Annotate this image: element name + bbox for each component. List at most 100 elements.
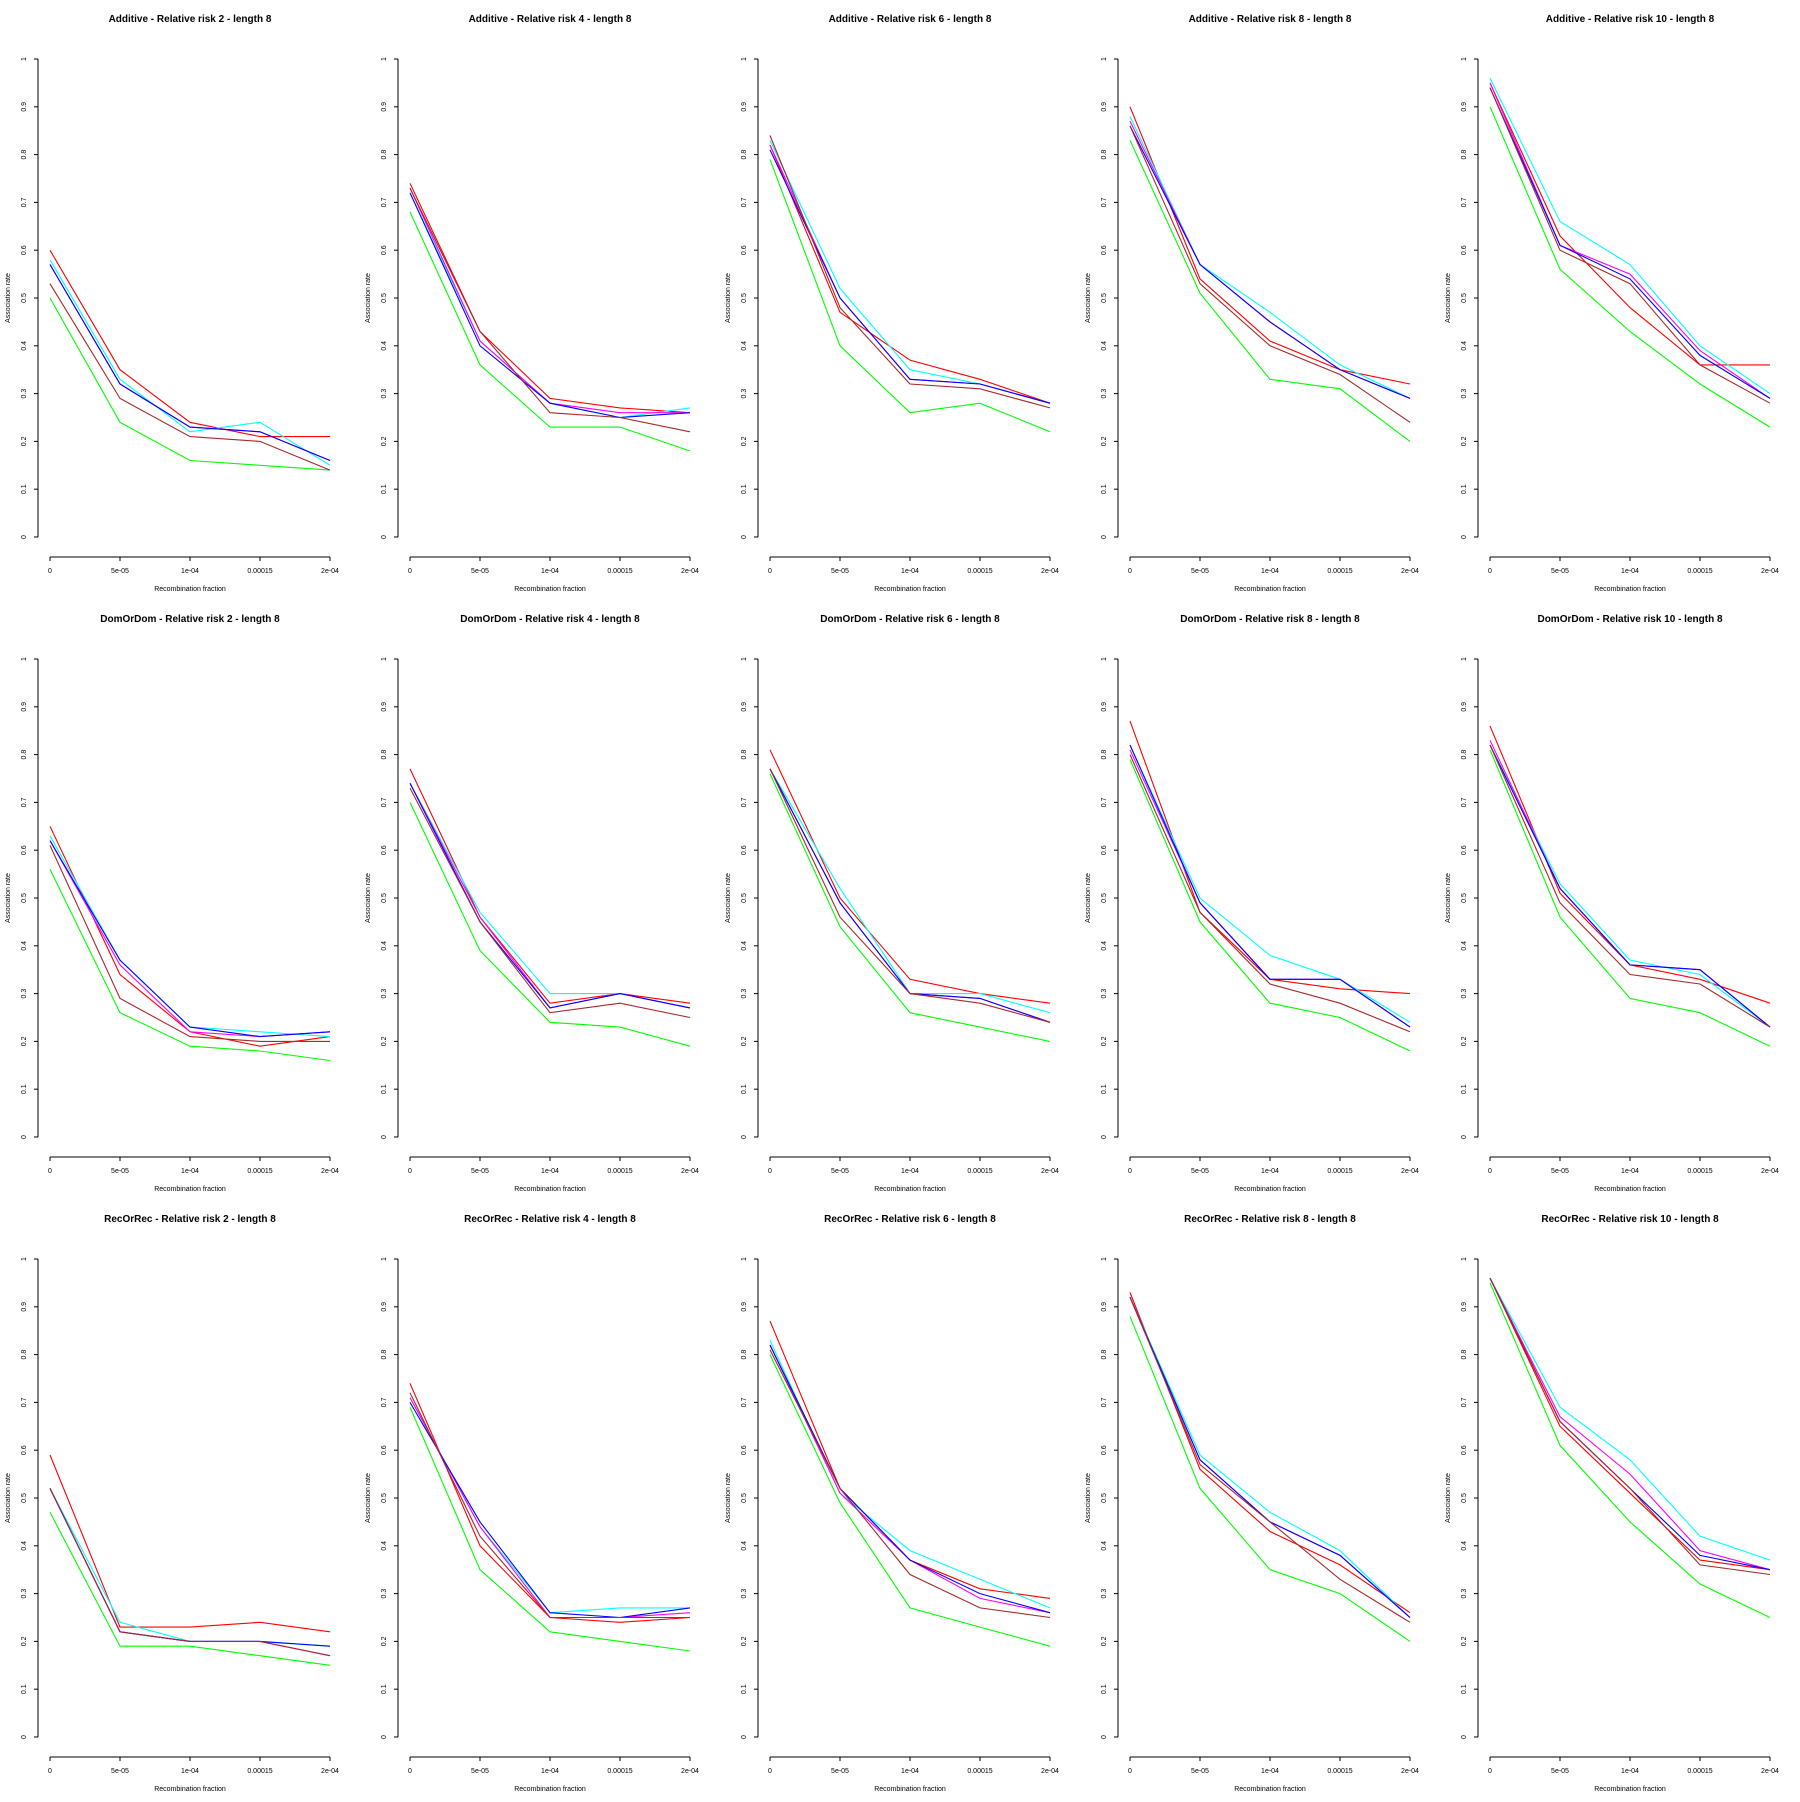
y-tick-label: 0.8 [21,1350,28,1360]
x-tick-label: 5e-05 [471,1168,489,1175]
y-tick-label: 0.2 [1101,1636,1108,1646]
series-line-6 [409,787,691,1019]
y-tick-label: 0.5 [381,1493,388,1503]
y-tick-label: 0.5 [21,293,28,303]
panel-title: DomOrDom - Relative risk 4 - length 8 [460,614,640,625]
chart-panel-14: RecOrRec - Relative risk 8 - length 8 0 0.… [1080,1202,1440,1802]
y-tick-label: 0.1 [21,1684,28,1694]
series-line-1 [409,1383,691,1623]
chart-svg: Additive - Relative risk 2 - length 8 0 0.… [5,14,339,593]
series-line-1 [1129,1292,1411,1614]
y-tick-label: 0.4 [741,341,748,351]
x-tick-label: 2e-04 [1041,568,1059,575]
y-tick-label: 0.6 [741,245,748,255]
y-tick-label: 1 [1101,657,1108,661]
y-tick-label: 0.8 [381,150,388,160]
y-tick-label: 0.4 [1101,941,1108,951]
x-tick-label: 0.00015 [247,1768,272,1775]
y-tick-label: 0 [381,1735,388,1739]
series-line-2 [1129,116,1411,399]
panel-title: DomOrDom - Relative risk 6 - length 8 [820,614,1000,625]
x-tick-label: 5e-05 [831,568,849,575]
x-tick-label: 0.00015 [247,1168,272,1175]
y-tick-label: 0.5 [1461,893,1468,903]
y-tick-label: 0.6 [21,245,28,255]
x-tick-label: 0 [1128,1168,1132,1175]
y-tick-label: 0 [741,1735,748,1739]
y-tick-label: 0.9 [1461,102,1468,112]
y-tick-label: 0.3 [21,389,28,399]
y-axis-label: Association rate [365,873,372,923]
series-line-4 [1489,1277,1771,1571]
y-tick-label: 0.7 [381,1397,388,1407]
y-tick-label: 0.3 [741,1589,748,1599]
x-tick-label: 0.00015 [1687,1768,1712,1775]
series-line-4 [409,192,691,419]
chart-svg: DomOrDom - Relative risk 2 - length 8 0 0.… [5,614,339,1193]
x-tick-label: 2e-04 [1401,568,1419,575]
series-line-2 [769,768,1051,1014]
y-tick-label: 0.3 [381,389,388,399]
series-line-5 [409,802,691,1047]
series-line-5 [1129,140,1411,442]
chart-panel-2: Additive - Relative risk 4 - length 8 0 0.… [360,2,720,602]
x-axis-label: Recombination fraction [514,1186,586,1193]
y-tick-label: 1 [1461,1257,1468,1261]
y-tick-label: 0.7 [381,797,388,807]
y-tick-label: 0.1 [381,1084,388,1094]
y-tick-label: 0.5 [21,1493,28,1503]
series-line-5 [49,869,331,1062]
panel-title: RecOrRec - Relative risk 4 - length 8 [464,1214,636,1225]
series-line-1 [769,749,1051,1004]
y-tick-label: 0.4 [21,941,28,951]
y-tick-label: 1 [21,1257,28,1261]
y-tick-label: 0.4 [741,941,748,951]
y-tick-label: 0.6 [1461,1445,1468,1455]
x-tick-label: 0 [408,1168,412,1175]
panel-title: RecOrRec - Relative risk 2 - length 8 [104,1214,276,1225]
series-line-5 [49,1512,331,1666]
y-tick-label: 0.2 [381,1636,388,1646]
x-tick-label: 5e-05 [1191,1168,1209,1175]
x-tick-label: 0 [408,1768,412,1775]
x-axis-label: Recombination fraction [154,1786,226,1793]
series-line-3 [1129,749,1411,1028]
series-line-1 [409,768,691,1004]
y-tick-label: 0.9 [21,1302,28,1312]
chart-svg: RecOrRec - Relative risk 6 - length 8 0 0.… [725,1214,1059,1793]
y-tick-label: 0.9 [21,102,28,112]
x-axis-label: Recombination fraction [1234,1186,1306,1193]
x-tick-label: 0 [1488,568,1492,575]
series-line-3 [769,144,1051,404]
y-tick-label: 0 [381,1135,388,1139]
y-tick-label: 0.2 [381,436,388,446]
series-line-3 [49,264,331,462]
series-line-4 [409,1402,691,1619]
series-line-1 [49,1454,331,1633]
y-tick-label: 0.7 [21,797,28,807]
y-tick-label: 0.9 [381,702,388,712]
y-tick-label: 0.2 [741,436,748,446]
y-tick-label: 1 [741,1257,748,1261]
series-line-1 [769,144,1051,404]
chart-svg: DomOrDom - Relative risk 10 - length 8 0 0… [1445,614,1779,1193]
chart-svg: Additive - Relative risk 4 - length 8 0 0.… [365,14,699,593]
y-tick-label: 0 [21,535,28,539]
chart-panel-4: Additive - Relative risk 8 - length 8 0 0.… [1080,2,1440,602]
y-tick-label: 0.9 [381,102,388,112]
x-axis-label: Recombination fraction [1594,1186,1666,1193]
chart-svg: RecOrRec - Relative risk 10 - length 8 0 0… [1445,1214,1779,1793]
series-line-4 [49,840,331,1038]
y-tick-label: 0.2 [21,1036,28,1046]
series-line-3 [769,768,1051,1023]
series-line-1 [1129,106,1411,385]
series-line-2 [769,1340,1051,1609]
series-line-6 [1129,125,1411,423]
chart-panel-13: RecOrRec - Relative risk 6 - length 8 0 0.… [720,1202,1080,1802]
x-tick-label: 1e-04 [1621,1768,1639,1775]
x-tick-label: 2e-04 [1041,1168,1059,1175]
series-line-6 [1129,1296,1411,1623]
x-tick-label: 0 [1488,1168,1492,1175]
y-tick-label: 0.8 [381,1350,388,1360]
x-tick-label: 1e-04 [181,1168,199,1175]
